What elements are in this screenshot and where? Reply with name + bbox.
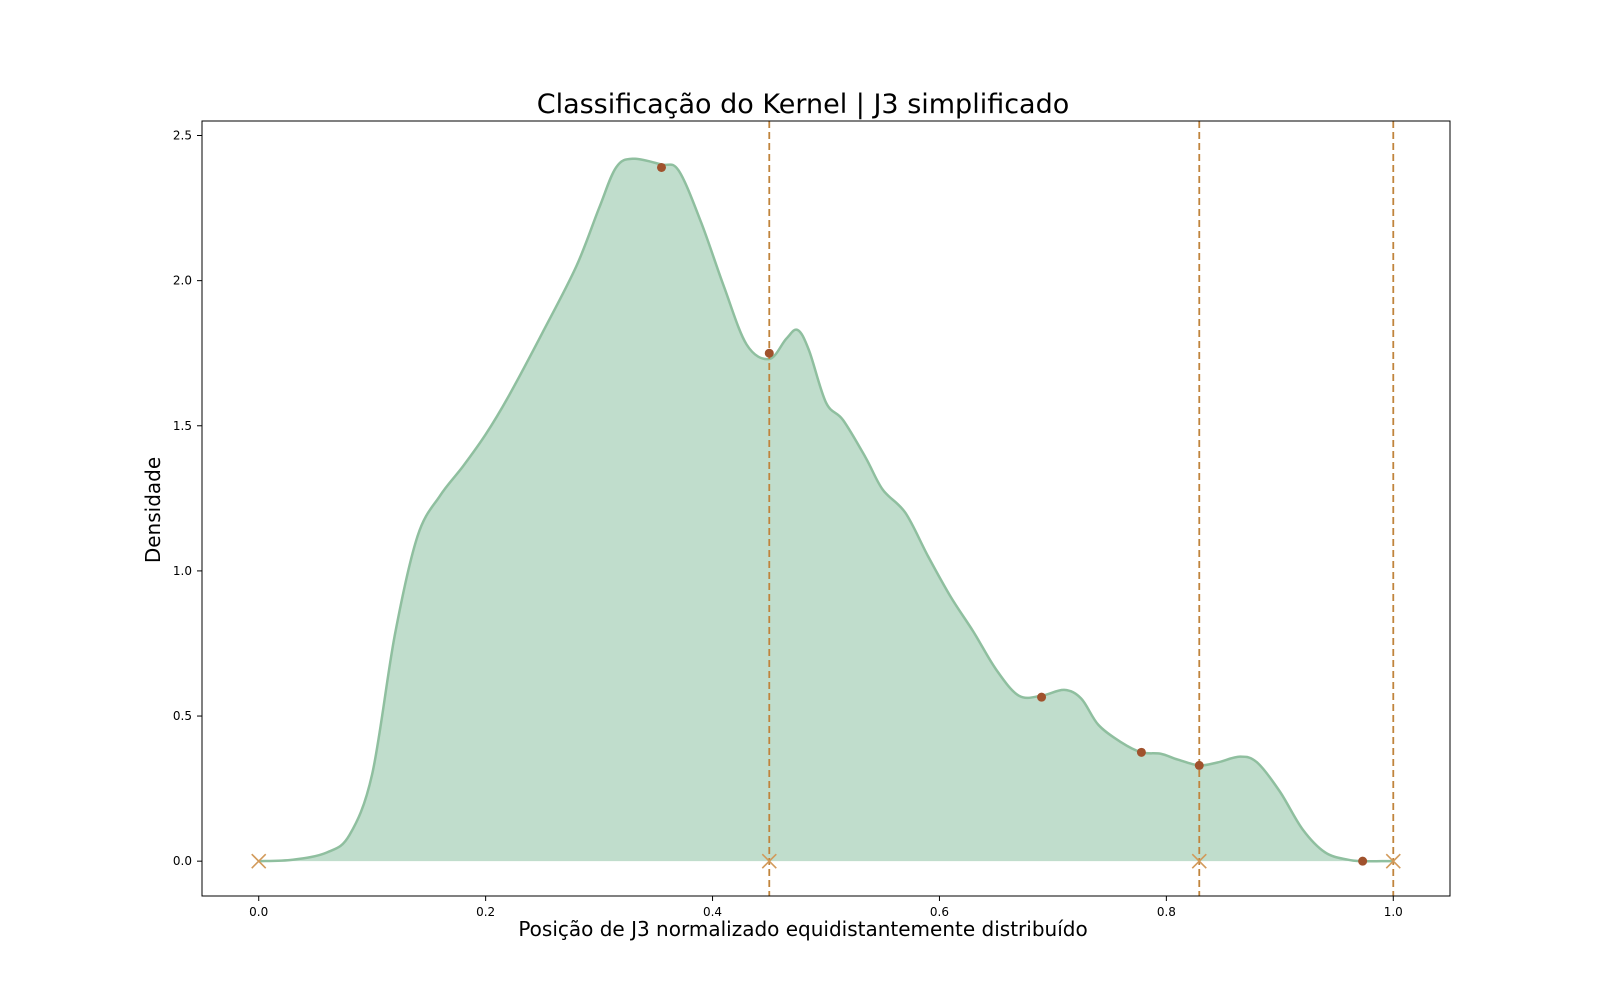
- x-axis: 0.0 0.2 0.4 0.6 0.8 1.0: [249, 896, 1403, 919]
- y-tick-label: 2.0: [173, 274, 192, 288]
- x-tick-label: 0.2: [476, 905, 495, 919]
- x-marker-stroke: [761, 853, 777, 869]
- y-tick-label: 0.5: [173, 709, 192, 723]
- kernel-point: [656, 162, 666, 172]
- x-tick-label: 0.0: [249, 905, 268, 919]
- x-marker-stroke: [1385, 853, 1401, 869]
- x-marker: [761, 853, 777, 869]
- x-marker-stroke: [251, 853, 267, 869]
- y-axis: 0.0 0.5 1.0 1.5 2.0 2.5: [173, 129, 202, 868]
- x-marker-stroke: [1191, 853, 1207, 869]
- x-tick-label: 1.0: [1384, 905, 1403, 919]
- y-tick-label: 2.5: [173, 129, 192, 143]
- x-marker: [1191, 853, 1207, 869]
- y-tick-label: 0.0: [173, 854, 192, 868]
- x-tick-label: 0.6: [930, 905, 949, 919]
- x-marker: [251, 853, 267, 869]
- kernel-point: [1194, 760, 1204, 770]
- kernel-point: [1136, 747, 1146, 757]
- kernel-point: [1037, 692, 1047, 702]
- chart-title: Classificação do Kernel | J3 simplificad…: [537, 89, 1070, 120]
- x-tick-label: 0.4: [703, 905, 722, 919]
- density-line: [258, 157, 1394, 863]
- y-tick-label: 1.0: [173, 564, 192, 578]
- y-axis-label: Densidade: [141, 457, 165, 563]
- x-tick-label: 0.8: [1157, 905, 1176, 919]
- kernel-point: [1358, 856, 1368, 866]
- x-marker: [1385, 853, 1401, 869]
- y-tick-label: 1.5: [173, 419, 192, 433]
- x-axis-label: Posição de J3 normalizado equidistanteme…: [518, 917, 1087, 941]
- kernel-point: [764, 348, 774, 358]
- plot-area: [201, 120, 1451, 897]
- plot-frame: [201, 120, 1451, 897]
